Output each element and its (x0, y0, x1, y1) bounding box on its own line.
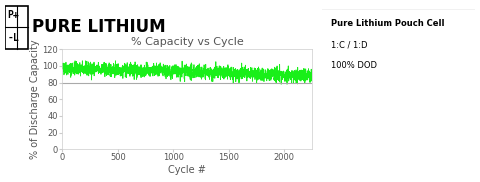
Y-axis label: % of Discharge Capacity: % of Discharge Capacity (30, 39, 40, 159)
Text: Pure Lithium Pouch Cell: Pure Lithium Pouch Cell (331, 19, 444, 28)
FancyBboxPatch shape (320, 8, 477, 83)
Text: -L: -L (8, 33, 19, 43)
Text: PURE LITHIUM: PURE LITHIUM (32, 18, 165, 36)
Text: 1:C / 1:D: 1:C / 1:D (331, 41, 367, 50)
Text: 100% DOD: 100% DOD (331, 61, 377, 70)
Title: % Capacity vs Cycle: % Capacity vs Cycle (131, 37, 243, 47)
Text: P+: P+ (8, 11, 19, 20)
X-axis label: Cycle #: Cycle # (168, 165, 206, 175)
FancyBboxPatch shape (5, 5, 28, 49)
